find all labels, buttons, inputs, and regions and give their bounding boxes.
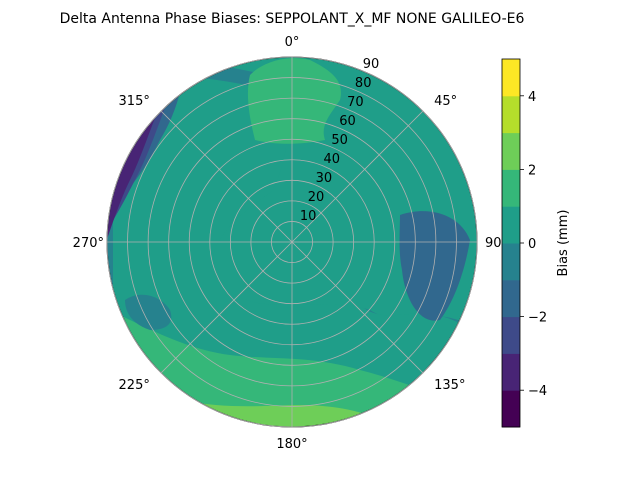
angular-gridline xyxy=(291,241,424,374)
contour-region-slightly-negative-southwest xyxy=(125,294,172,330)
angle-tick-label: 45° xyxy=(434,94,457,109)
colorbar-segment xyxy=(502,279,520,318)
radial-tick-label: 30 xyxy=(316,171,333,186)
radial-tick-label: 40 xyxy=(323,152,340,167)
polar-grid xyxy=(106,56,478,428)
colorbar-tick-label: −2 xyxy=(528,311,547,326)
radial-tick-label: 80 xyxy=(355,76,372,91)
angle-tick-label: 135° xyxy=(434,378,465,393)
contour-band-near-zero xyxy=(113,66,467,427)
colorbar-tick-label: 2 xyxy=(528,163,536,178)
angle-tick-label: 315° xyxy=(119,94,150,109)
chart-title: Delta Antenna Phase Biases: SEPPOLANT_X_… xyxy=(60,11,525,27)
radial-tick-label: 70 xyxy=(347,95,364,110)
angular-gridline xyxy=(160,241,293,374)
radial-tick-label: 10 xyxy=(300,209,317,224)
radial-tick-label: 90 xyxy=(363,57,380,72)
angle-tick-label: 270° xyxy=(73,236,104,251)
colorbar-segment xyxy=(502,243,520,281)
colorbar-segment xyxy=(502,353,520,391)
angle-tick-label: 180° xyxy=(276,437,307,452)
colorbar: −4 −2 0 2 4 Bias (mm) xyxy=(501,58,571,428)
colorbar-segment xyxy=(502,132,520,170)
contour-region-strong-positive-south xyxy=(170,400,380,427)
radial-tick-label: 50 xyxy=(331,133,348,148)
radial-tick-label: 20 xyxy=(308,190,325,205)
colorbar-label: Bias (mm) xyxy=(556,210,571,277)
radial-tick-label: 60 xyxy=(339,114,356,129)
colorbar-tick-label: 0 xyxy=(528,237,536,252)
colorbar-tick-label: 4 xyxy=(528,90,536,105)
colorbar-segment xyxy=(502,169,520,207)
colorbar-segment xyxy=(502,206,520,244)
angle-tick-label: 0° xyxy=(285,35,300,50)
angular-gridline xyxy=(291,110,424,243)
colorbar-segment xyxy=(502,316,520,354)
colorbar-segment xyxy=(502,95,520,134)
angular-gridline xyxy=(160,110,293,243)
contour-region-negative-east xyxy=(399,211,470,321)
colorbar-segment xyxy=(502,390,520,428)
polar-ticks: 1020304050607080900°45°90°135°180°225°27… xyxy=(73,35,508,452)
colorbar-tick-label: −4 xyxy=(528,384,547,399)
colorbar-segment xyxy=(502,59,520,97)
angle-tick-label: 225° xyxy=(119,378,150,393)
